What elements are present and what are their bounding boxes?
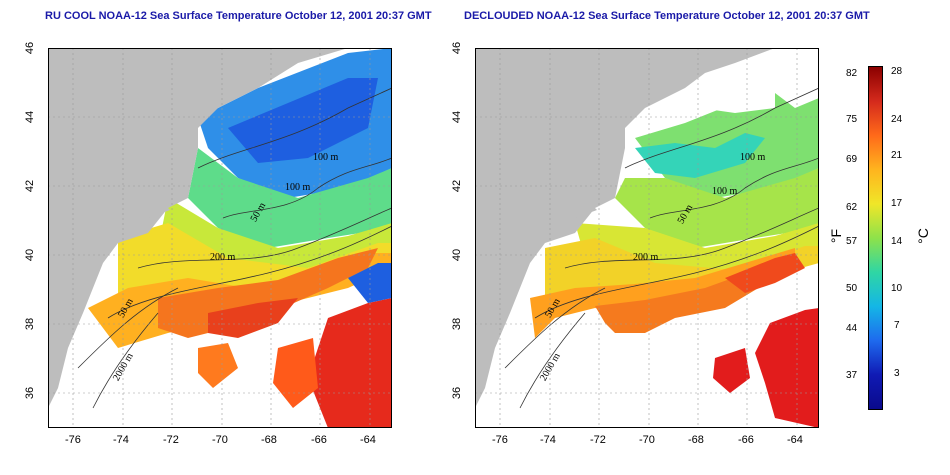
colorbar-fahrenheit-tick: 69 — [846, 154, 858, 165]
contour-label-100m-b: 100 m — [712, 186, 738, 197]
right-lat-tick: 40 — [451, 248, 464, 262]
right-lon-tick: -68 — [688, 434, 704, 446]
colorbar-celsius-tick: 14 — [891, 236, 903, 247]
right-lon-tick: -66 — [738, 434, 754, 446]
left-panel-title: RU COOL NOAA-12 Sea Surface Temperature … — [45, 10, 432, 22]
right-lat-tick: 36 — [451, 386, 464, 400]
colorbar-fahrenheit-tick: 57 — [846, 236, 858, 247]
colorbar-celsius-tick: 24 — [891, 114, 903, 125]
colorbar-fahrenheit-tick: 50 — [846, 283, 858, 294]
contour-label-100m-a: 100 m — [740, 152, 766, 163]
right-lat-tick: 38 — [451, 317, 464, 331]
left-lon-tick: -68 — [261, 434, 277, 446]
colorbar-fahrenheit-tick: 62 — [846, 202, 858, 213]
left-lon-tick: -74 — [113, 434, 129, 446]
colorbar — [868, 66, 883, 410]
contour-label-100m-a: 100 m — [313, 152, 339, 163]
left-lat-tick: 38 — [24, 317, 37, 331]
left-lat-tick: 40 — [24, 248, 37, 262]
colorbar-fahrenheit-tick: 75 — [846, 114, 858, 125]
left-lat-tick: 46 — [24, 41, 37, 55]
right-map: 100 m 100 m 50 m 200 m 50 m 2000 m — [475, 48, 819, 428]
colorbar-celsius-unit: °C — [914, 228, 931, 244]
colorbar-celsius-tick: 28 — [891, 66, 903, 77]
left-lat-tick: 36 — [24, 386, 37, 400]
colorbar-fahrenheit-unit: °F — [828, 228, 845, 244]
left-map: 100 m 100 m 50 m 200 m 50 m 2000 m — [48, 48, 392, 428]
colorbar-fahrenheit-tick: 44 — [846, 323, 858, 334]
left-lon-tick: -72 — [163, 434, 179, 446]
left-lat-tick: 44 — [24, 110, 37, 124]
colorbar-celsius-tick: 21 — [891, 150, 903, 161]
colorbar-celsius-tick: 7 — [894, 320, 900, 331]
contour-label-100m-b: 100 m — [285, 182, 311, 193]
colorbar-fahrenheit-tick: 37 — [846, 370, 858, 381]
colorbar-celsius-tick: 10 — [891, 283, 903, 294]
colorbar-fahrenheit-tick: 82 — [846, 68, 858, 79]
right-lat-tick: 42 — [451, 179, 464, 193]
right-lat-tick: 46 — [451, 41, 464, 55]
left-lon-tick: -76 — [65, 434, 81, 446]
colorbar-celsius-tick: 3 — [894, 368, 900, 379]
right-lon-tick: -72 — [590, 434, 606, 446]
right-lon-tick: -70 — [639, 434, 655, 446]
left-lon-tick: -66 — [311, 434, 327, 446]
right-lon-tick: -76 — [492, 434, 508, 446]
left-lon-tick: -70 — [212, 434, 228, 446]
right-lat-tick: 44 — [451, 110, 464, 124]
contour-label-200m: 200 m — [210, 252, 236, 263]
left-lat-tick: 42 — [24, 179, 37, 193]
right-lon-tick: -64 — [787, 434, 803, 446]
right-panel-title: DECLOUDED NOAA-12 Sea Surface Temperatur… — [464, 10, 870, 22]
contour-label-200m: 200 m — [633, 252, 659, 263]
right-lon-tick: -74 — [540, 434, 556, 446]
left-lon-tick: -64 — [360, 434, 376, 446]
colorbar-celsius-tick: 17 — [891, 198, 903, 209]
